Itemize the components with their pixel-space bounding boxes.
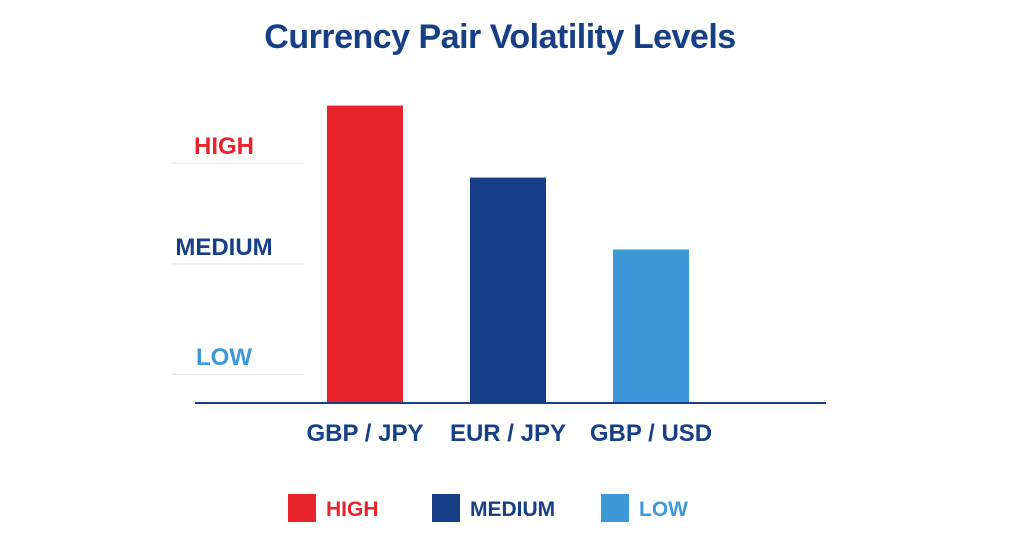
y-level-label-low: LOW bbox=[196, 344, 252, 371]
legend: HIGH MEDIUM LOW bbox=[288, 494, 688, 522]
legend-item-high: HIGH bbox=[288, 494, 379, 522]
legend-label: LOW bbox=[639, 498, 688, 521]
bars bbox=[327, 105, 689, 403]
x-tick-label: GBP / JPY bbox=[307, 420, 424, 447]
bar-gbp-usd bbox=[613, 249, 689, 403]
bar-gbp-jpy bbox=[327, 105, 403, 403]
grid-lines bbox=[172, 162, 304, 375]
legend-item-low: LOW bbox=[601, 494, 688, 522]
x-tick-labels: GBP / JPY EUR / JPY GBP / USD bbox=[307, 420, 713, 447]
legend-swatch bbox=[432, 494, 460, 522]
y-level-label-high: HIGH bbox=[194, 133, 254, 160]
legend-item-medium: MEDIUM bbox=[432, 494, 555, 522]
x-tick-label: GBP / USD bbox=[590, 420, 712, 447]
y-level-label-medium: MEDIUM bbox=[175, 234, 272, 261]
y-level-labels: HIGH MEDIUM LOW bbox=[175, 133, 272, 371]
bar-eur-jpy bbox=[470, 177, 546, 403]
x-tick-label: EUR / JPY bbox=[450, 420, 566, 447]
legend-label: MEDIUM bbox=[470, 498, 555, 521]
legend-label: HIGH bbox=[326, 498, 379, 521]
legend-swatch bbox=[288, 494, 316, 522]
legend-swatch bbox=[601, 494, 629, 522]
chart-title: Currency Pair Volatility Levels bbox=[264, 18, 735, 56]
